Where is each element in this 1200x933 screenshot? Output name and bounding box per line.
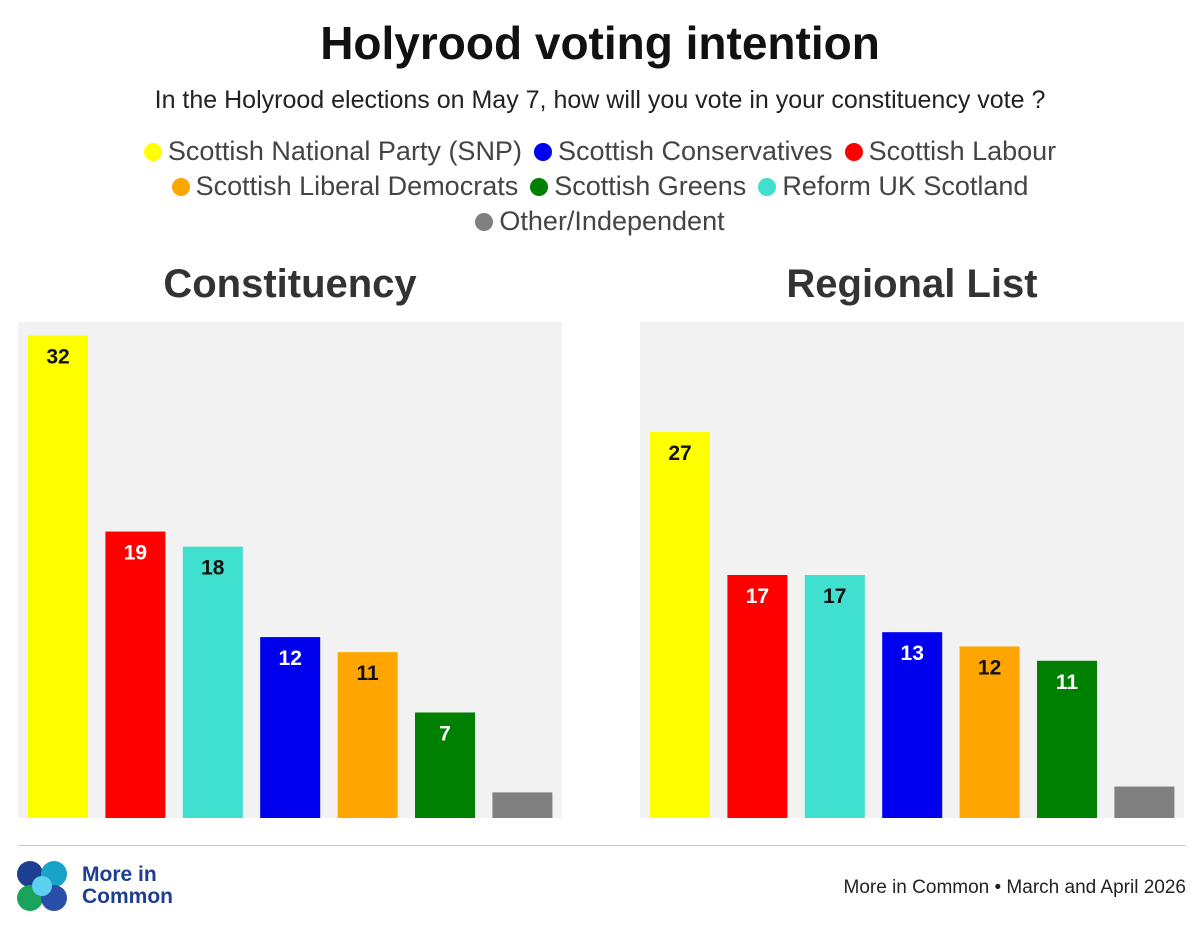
regional-list-bar-label-2: 17: [823, 585, 846, 608]
source-note: More in Common • March and April 2026: [843, 877, 1186, 898]
regional-list-bar-6: [1114, 786, 1175, 818]
legend-dot-labour: [844, 142, 863, 161]
legend-label-other: Other/Independent: [499, 206, 725, 236]
legend-label-snp: Scottish National Party (SNP): [167, 136, 522, 166]
constituency-bar-0: [28, 335, 88, 818]
legend-item-other: Other/Independent: [475, 204, 725, 239]
legend-dot-greens: [530, 177, 549, 196]
regional-list-bar-1: [727, 575, 788, 818]
constituency-bar-label-5: 7: [439, 722, 451, 745]
regional-list-bar-label-3: 13: [901, 642, 924, 665]
constituency-bar-2: [182, 546, 243, 818]
chart-subtitle: In the Holyrood elections on May 7, how …: [154, 86, 1046, 114]
legend-dot-reform: [758, 177, 777, 196]
constituency-bar-label-1: 19: [124, 542, 147, 565]
logo-text: More in Common: [82, 864, 173, 908]
constituency-bar-3: [260, 637, 321, 818]
legend-label-greens: Scottish Greens: [554, 171, 747, 201]
legend-label-reform: Reform UK Scotland: [782, 171, 1029, 201]
logo-text-line1: More in: [82, 863, 157, 886]
regional-list-bar-3: [882, 632, 943, 818]
legend-dot-snp: [143, 142, 162, 161]
regional-list-bar-0: [650, 432, 710, 818]
legend-label-libdems: Scottish Liberal Democrats: [195, 171, 519, 201]
legend-item-libdems: Scottish Liberal Democrats: [171, 169, 519, 204]
footer-divider: [18, 845, 1186, 846]
constituency-bar-5: [415, 712, 475, 818]
regional-list-bar-label-0: 27: [668, 442, 691, 465]
legend: Scottish National Party (SNP) Scottish C…: [40, 134, 1160, 239]
legend-item-greens: Scottish Greens: [530, 169, 746, 204]
constituency-bar-label-4: 11: [356, 662, 379, 685]
constituency-bar-label-3: 12: [279, 647, 302, 670]
legend-item-conservatives: Scottish Conservatives: [533, 134, 833, 169]
regional-list-bar-label-5: 11: [1056, 671, 1079, 694]
regional-list-bar-4: [959, 646, 1020, 818]
constituency-panel-title: Constituency: [163, 262, 417, 306]
legend-label-labour: Scottish Labour: [868, 136, 1057, 166]
regional-list-bar-2: [804, 575, 865, 818]
constituency-bar-6: [492, 792, 553, 818]
legend-dot-other: [475, 212, 494, 231]
logo-text-line2: Common: [82, 885, 173, 908]
regional-list-bar-label-4: 12: [978, 656, 1001, 679]
regional-list-panel-title: Regional List: [786, 262, 1038, 306]
constituency-bar-1: [105, 531, 166, 818]
legend-item-labour: Scottish Labour: [844, 134, 1057, 169]
constituency-bar-label-0: 32: [46, 346, 69, 369]
legend-label-conservatives: Scottish Conservatives: [557, 136, 833, 166]
more-in-common-logo-icon: [17, 861, 67, 911]
legend-dot-libdems: [171, 177, 190, 196]
legend-item-reform: Reform UK Scotland: [758, 169, 1028, 204]
chart-title: Holyrood voting intention: [320, 17, 880, 69]
regional-list-bar-label-1: 17: [746, 585, 769, 608]
regional-list-bar-5: [1037, 660, 1097, 818]
constituency-bar-label-2: 18: [201, 557, 225, 580]
legend-item-snp: Scottish National Party (SNP): [143, 134, 522, 169]
legend-dot-conservatives: [533, 142, 552, 161]
constituency-bar-4: [337, 652, 398, 818]
